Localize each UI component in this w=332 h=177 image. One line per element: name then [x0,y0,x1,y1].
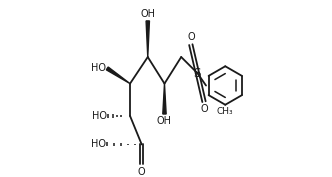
Text: HO: HO [91,63,106,73]
Text: OH: OH [157,116,172,126]
Polygon shape [163,84,166,114]
Text: O: O [138,167,145,177]
Text: CH₃: CH₃ [217,107,234,116]
Text: OH: OH [140,9,155,19]
Text: HO: HO [92,111,107,121]
Polygon shape [146,21,149,57]
Text: S: S [193,67,201,80]
Text: O: O [200,104,208,114]
Text: HO: HO [91,139,106,149]
Text: O: O [187,32,195,42]
Polygon shape [106,67,130,84]
